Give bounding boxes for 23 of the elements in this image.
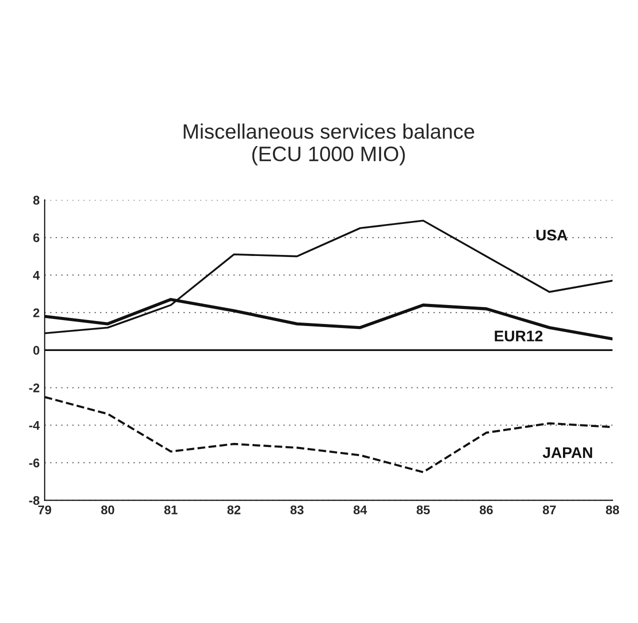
- y-tick-label: 2: [33, 308, 40, 318]
- y-tick-label: 4: [33, 270, 40, 280]
- x-tick-label: 79: [38, 505, 52, 514]
- y-tick-label: -2: [29, 383, 40, 392]
- series-label: JAPAN: [542, 447, 592, 458]
- y-tick-label: 8: [33, 196, 40, 205]
- y-tick-label: -8: [29, 496, 40, 505]
- y-tick-label: 0: [33, 346, 40, 355]
- chart-title: Miscellaneous services balance (ECU 1000 MIO): [184, 124, 474, 166]
- x-tick-label: 88: [606, 505, 620, 514]
- y-tick-label: -6: [29, 458, 40, 468]
- y-tick-label: 6: [33, 233, 40, 242]
- text: USA: [536, 230, 568, 240]
- y-tick-label: -4: [29, 421, 40, 430]
- series-label: EUR12: [494, 330, 542, 342]
- x-tick-label: 87: [542, 505, 556, 514]
- x-tick-label: 85: [416, 505, 430, 514]
- x-tick-label: 83: [290, 505, 304, 514]
- x-tick-label: 84: [354, 505, 367, 514]
- x-tick-label: 80: [101, 505, 114, 514]
- x-tick-label: 82: [227, 505, 240, 514]
- x-tick-label: 81: [164, 505, 178, 514]
- x-tick-label: 86: [480, 505, 493, 514]
